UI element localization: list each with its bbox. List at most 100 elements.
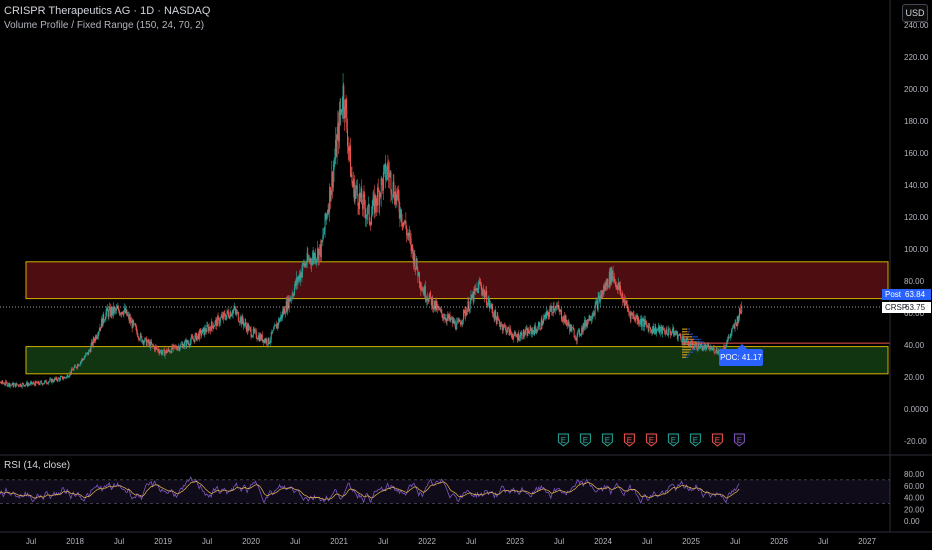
candle-body [663, 330, 665, 331]
candle-body [409, 232, 411, 237]
indicator-label-volume-profile[interactable]: Volume Profile / Fixed Range (150, 24, 7… [4, 20, 205, 31]
candle-body [708, 344, 710, 350]
candle-body [617, 285, 619, 290]
candle-body [740, 311, 742, 313]
candle-body [231, 314, 233, 315]
candle-body [293, 287, 295, 296]
candle-body [233, 309, 235, 310]
candle-body [299, 275, 301, 281]
candle-body [736, 316, 738, 326]
price-axis[interactable]: 240.00 220.00 200.00 180.00 160.00 140.00 120.… [889, 0, 929, 532]
candle-body [712, 348, 714, 350]
candle-body [605, 282, 607, 286]
candle-body [146, 341, 148, 346]
candle-body [177, 346, 179, 348]
candle-body [424, 285, 426, 299]
candle-body [85, 353, 87, 357]
candle-body [73, 368, 75, 371]
candle-body [58, 377, 60, 379]
candle-body [623, 298, 625, 303]
candle-body [338, 109, 340, 142]
candle-body [62, 378, 64, 380]
candle-body [206, 325, 208, 332]
candle-body [644, 319, 646, 323]
last-price-tag: CRSP63.75 [882, 302, 931, 313]
candle-body [252, 335, 254, 337]
candle-body [321, 240, 323, 242]
candle-body [394, 191, 396, 205]
candle-body [485, 290, 487, 296]
currency-button[interactable]: USD [902, 4, 928, 22]
candle-body [438, 307, 440, 310]
candle-body [619, 286, 621, 290]
candle-body [603, 286, 605, 291]
candle-body [180, 344, 182, 345]
candle-body [172, 345, 174, 350]
candle-body [691, 341, 693, 343]
candle-body [581, 327, 583, 333]
candle-body [43, 383, 45, 384]
candle-body [738, 308, 740, 318]
candle-body [170, 351, 172, 353]
candle-body [222, 312, 224, 319]
candle-body [375, 195, 377, 205]
candle-body [89, 350, 91, 352]
candle-body [291, 294, 293, 299]
candle-body [672, 327, 674, 332]
candle-body [59, 377, 61, 381]
candle-body [78, 364, 80, 367]
candle-body [35, 381, 37, 386]
candle-body [356, 185, 358, 190]
candle-body [25, 384, 27, 386]
candle-body [658, 325, 660, 330]
candle-body [502, 328, 504, 331]
candle-body [94, 340, 96, 342]
earnings-marker [645, 433, 657, 447]
candle-body [11, 384, 13, 386]
candle-body [85, 353, 87, 354]
candle-body [125, 309, 127, 314]
candle-body [283, 308, 285, 314]
candle-body [2, 380, 4, 384]
candle-body [24, 385, 26, 387]
volume-profile-bar [687, 328, 690, 330]
candle-body [737, 316, 739, 323]
candle-body [350, 173, 352, 177]
indicator-label-rsi[interactable]: RSI (14, close) [4, 460, 71, 471]
candle-body [446, 317, 448, 322]
candle-body [642, 319, 644, 322]
candle-body [667, 334, 669, 336]
candle-body [442, 317, 444, 319]
candle-body [493, 314, 495, 320]
candle-body [16, 383, 18, 385]
chart-title[interactable]: CRISPR Therapeutics AG · 1D · NASDAQ [4, 5, 211, 17]
candle-body [249, 327, 251, 330]
candle-body [209, 326, 211, 329]
candle-body [317, 248, 319, 261]
candle-body [314, 253, 316, 263]
candle-body [425, 298, 427, 301]
candle-body [352, 183, 354, 188]
candle-body [646, 325, 648, 327]
candle-body [355, 189, 357, 191]
time-axis[interactable]: Jul 2018 Jul 2019 Jul 2020 Jul 2021 Jul 2022 Jul 20… [0, 531, 932, 546]
candle-body [68, 376, 70, 378]
candle-body [235, 310, 237, 314]
price-axis-tick-label: 220.00 [904, 53, 929, 62]
price-axis-tick-label: 140.00 [904, 181, 929, 190]
candle-body [533, 331, 535, 335]
candle-body [426, 297, 428, 301]
candle-body [15, 383, 17, 387]
candle-body [620, 286, 622, 295]
candle-body [32, 383, 34, 385]
candle-body [230, 311, 232, 317]
candle-body [14, 383, 16, 387]
candle-body [707, 344, 709, 346]
candle-body [543, 316, 545, 319]
candle-body [640, 318, 642, 324]
price-axis-tick-label: 160.00 [904, 149, 929, 158]
candle-body [34, 384, 36, 386]
candle-body [498, 319, 500, 324]
